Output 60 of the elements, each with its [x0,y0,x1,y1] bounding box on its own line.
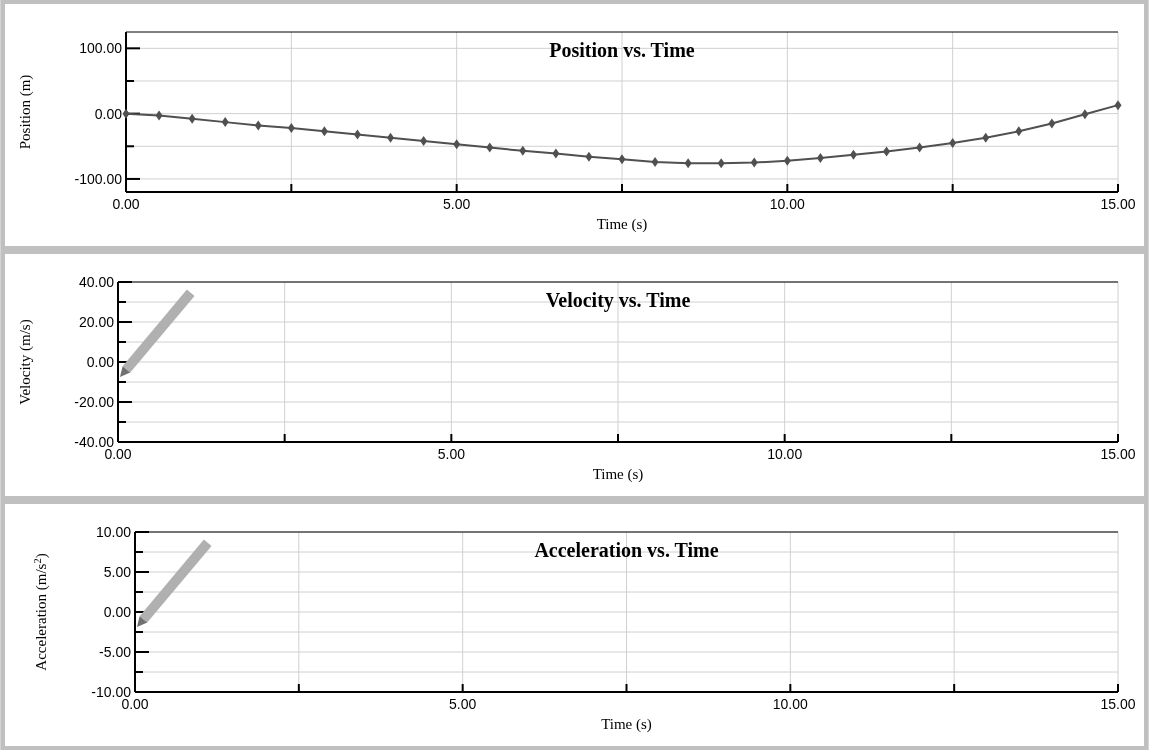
point [816,153,824,164]
y-axis-title: Velocity (m/s) [17,319,34,405]
x-tick-label: 15.00 [1100,696,1136,712]
point [618,154,626,165]
x-axis-title: Time (s) [601,716,652,733]
point [982,132,990,143]
point [420,136,428,147]
point [949,138,957,149]
x-tick-label: 10.00 [769,196,806,212]
point [1081,109,1089,120]
y-tick-label: -100.00 [74,170,123,187]
x-tick-label: 10.00 [767,446,803,462]
point [783,155,791,166]
x-tick-label: 5.00 [437,446,466,462]
x-tick-label: 10.00 [772,696,809,712]
point [188,113,196,124]
point [353,129,361,140]
point [155,110,163,121]
point [883,146,891,157]
point [122,108,130,119]
y-tick-label: 0.00 [94,105,123,122]
point [453,139,461,150]
point [585,151,593,162]
point [552,148,560,159]
point [651,156,659,167]
point [320,126,328,137]
y-tick-label: 0.00 [103,604,132,620]
point [1114,100,1122,111]
y-axis-title: Position (m) [17,74,34,150]
point [916,142,924,153]
point [486,142,494,153]
point [221,117,229,128]
y-tick-label: 0.00 [86,354,115,370]
chart-title: Acceleration vs. Time [534,539,719,561]
y-tick-label: 40.00 [78,274,115,290]
y-tick-label: 20.00 [78,314,115,330]
x-axis-title: Time (s) [592,466,644,483]
point [254,120,262,131]
point [1048,118,1056,129]
x-axis-title: Time (s) [596,216,648,233]
y-tick-label: -20.00 [74,394,115,410]
point [684,158,692,169]
x-tick-label: 5.00 [443,196,471,212]
x-tick-label: 5.00 [449,696,477,712]
point [849,149,857,160]
point [287,123,295,133]
chart-title: Velocity vs. Time [545,289,691,312]
y-tick-label: -40.00 [74,434,115,450]
y-tick-label: -5.00 [99,644,132,660]
x-tick-label: 15.00 [1100,196,1136,212]
y-tick-label: 5.00 [103,564,132,580]
point [387,132,395,143]
chart-title: Position vs. Time [549,39,695,61]
x-tick-label: 15.00 [1100,446,1136,462]
point [519,145,527,156]
y-tick-label: 100.00 [79,40,123,57]
point [717,158,725,169]
point [750,157,758,168]
point [1015,126,1023,137]
y-tick-label: 10.00 [95,524,132,540]
